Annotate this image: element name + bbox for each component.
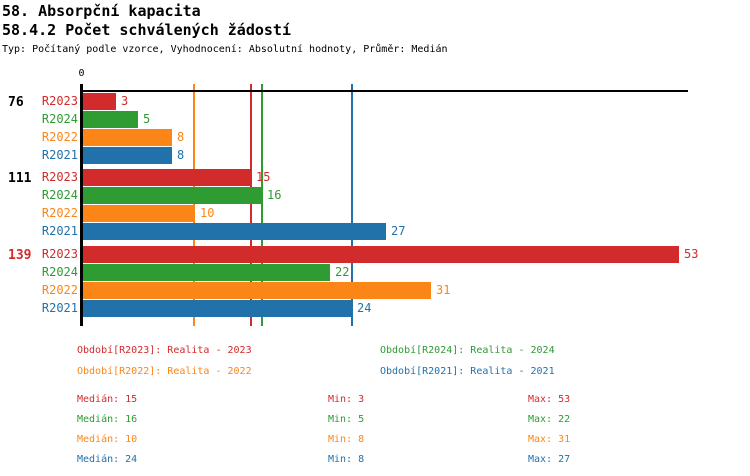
bar-row-label: R2023 <box>41 94 78 108</box>
bar-value-label: 3 <box>121 94 129 108</box>
stat-max: Max: 22 <box>528 414 571 425</box>
bar <box>83 147 172 164</box>
bar-value-label: 10 <box>200 206 215 220</box>
bar-row-label: R2022 <box>41 130 78 144</box>
report-subtitle: 58.4.2 Počet schválených žádostí <box>2 21 291 39</box>
bar-value-label: 22 <box>335 265 350 279</box>
bar-value-label: 31 <box>436 283 451 297</box>
bar-value-label: 8 <box>177 130 185 144</box>
bar-row-label: R2024 <box>41 112 78 126</box>
bar <box>83 187 262 204</box>
axis-origin-label: 0 <box>78 68 85 79</box>
bar <box>83 246 679 263</box>
bar-row-label: R2021 <box>41 301 78 315</box>
bar-row-label: R2023 <box>41 247 78 261</box>
legend-item: Období[R2023]: Realita - 2023 <box>77 345 252 356</box>
bar-value-label: 16 <box>267 188 282 202</box>
stat-max: Max: 53 <box>528 394 571 405</box>
stat-min: Min: 8 <box>328 454 365 465</box>
bar-row-label: R2024 <box>41 265 78 279</box>
bar <box>83 264 330 281</box>
bar <box>83 223 386 240</box>
bar-value-label: 27 <box>391 224 406 238</box>
legend-item: Období[R2022]: Realita - 2022 <box>77 366 252 377</box>
bar-value-label: 53 <box>684 247 699 261</box>
legend-item: Období[R2024]: Realita - 2024 <box>380 345 555 356</box>
group-label: 111 <box>8 171 32 186</box>
bar <box>83 282 431 299</box>
report-meta: Typ: Počítaný podle vzorce, Vyhodnocení:… <box>2 44 448 55</box>
stat-max: Max: 27 <box>528 454 571 465</box>
bar <box>83 169 251 186</box>
report-title: 58. Absorpční kapacita <box>2 2 201 20</box>
bar-value-label: 15 <box>256 170 271 184</box>
median-line-R2023 <box>250 84 252 326</box>
bar <box>83 111 138 128</box>
x-axis-line <box>80 90 688 92</box>
bar <box>83 300 352 317</box>
bar-row-label: R2022 <box>41 206 78 220</box>
bar <box>83 129 172 146</box>
stat-min: Min: 3 <box>328 394 365 405</box>
bar-row-label: R2023 <box>41 170 78 184</box>
stat-min: Min: 5 <box>328 414 365 425</box>
stat-min: Min: 8 <box>328 434 365 445</box>
stat-max: Max: 31 <box>528 434 571 445</box>
group-label: 76 <box>8 95 24 110</box>
bar-value-label: 24 <box>357 301 372 315</box>
bar-value-label: 8 <box>177 148 185 162</box>
stat-median: Medián: 10 <box>77 434 138 445</box>
bar <box>83 205 195 222</box>
legend-item: Období[R2021]: Realita - 2021 <box>380 366 555 377</box>
stat-median: Medián: 24 <box>77 454 138 465</box>
bar-row-label: R2022 <box>41 283 78 297</box>
y-axis-line <box>80 84 83 326</box>
median-line-R2024 <box>261 84 263 326</box>
median-line-R2021 <box>351 84 353 326</box>
stat-median: Medián: 15 <box>77 394 138 405</box>
stat-median: Medián: 16 <box>77 414 138 425</box>
bar-row-label: R2024 <box>41 188 78 202</box>
bar <box>83 93 116 110</box>
bar-value-label: 5 <box>143 112 151 126</box>
bar-row-label: R2021 <box>41 148 78 162</box>
bar-row-label: R2021 <box>41 224 78 238</box>
group-label: 139 <box>8 248 32 263</box>
